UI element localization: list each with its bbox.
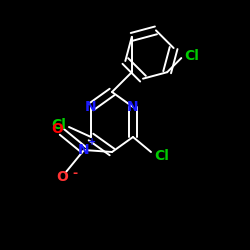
Text: Cl: Cl xyxy=(184,49,199,63)
Text: N: N xyxy=(127,100,139,114)
Text: N: N xyxy=(85,100,97,114)
Text: Cl: Cl xyxy=(51,118,66,132)
Text: N: N xyxy=(78,143,90,157)
Text: O: O xyxy=(56,170,68,184)
Text: Cl: Cl xyxy=(154,149,169,163)
Text: +: + xyxy=(88,137,96,147)
Text: O: O xyxy=(51,122,63,136)
Text: -: - xyxy=(72,168,78,180)
